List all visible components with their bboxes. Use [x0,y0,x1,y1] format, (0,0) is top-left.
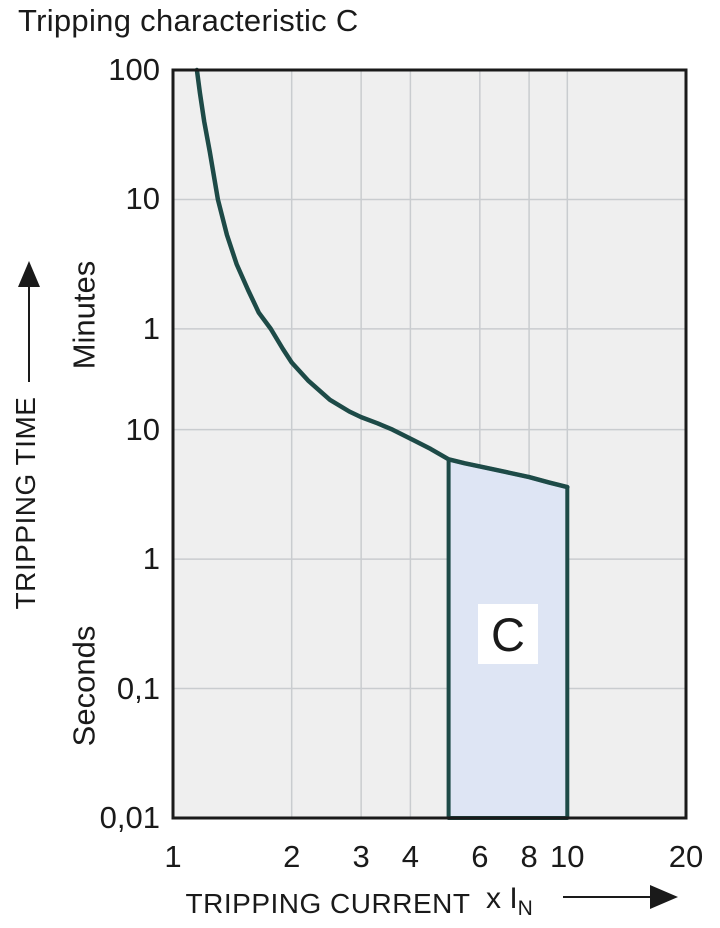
y-axis-unit-minutes: Minutes [66,260,102,370]
multiplier-subscript: N [517,897,533,920]
multiplier-base: x I [486,882,518,915]
plot-border [171,68,688,820]
x-tick-label-2: 2 [283,839,301,874]
x-tick-label-10: 10 [550,839,585,874]
region-label-c: C [478,604,538,664]
x-tick-label-20: 20 [668,839,704,874]
y-tick-label-seconds-1: 1 [142,540,160,576]
right-arrow-icon [650,885,678,909]
y-tick-label-minutes-1: 1 [142,310,160,346]
page-title: Tripping characteristic C [18,3,359,38]
x-tick-label-1: 1 [164,839,182,874]
y-axis-title: TRIPPING TIME [10,396,41,610]
plot-background [173,70,686,818]
x-axis-multiplier: x IN [486,882,533,921]
tripping-curve [194,67,570,490]
y-tick-label-seconds-10: 10 [125,411,160,447]
x-tick-label-6: 6 [471,839,489,874]
x-tick-label-3: 3 [352,839,370,874]
y-tick-label-seconds-0,1: 0,1 [116,670,160,706]
y-axis-unit-seconds: Seconds [66,625,102,747]
x-axis-title: TRIPPING CURRENT [185,888,471,919]
x-tick-label-4: 4 [401,839,420,874]
y-tick-label-seconds-0,01: 0,01 [99,799,160,835]
up-arrow-icon [18,261,40,287]
y-tick-label-minutes-100: 100 [108,51,160,87]
x-tick-label-8: 8 [520,839,538,874]
y-tick-label-minutes-10: 10 [125,181,160,217]
